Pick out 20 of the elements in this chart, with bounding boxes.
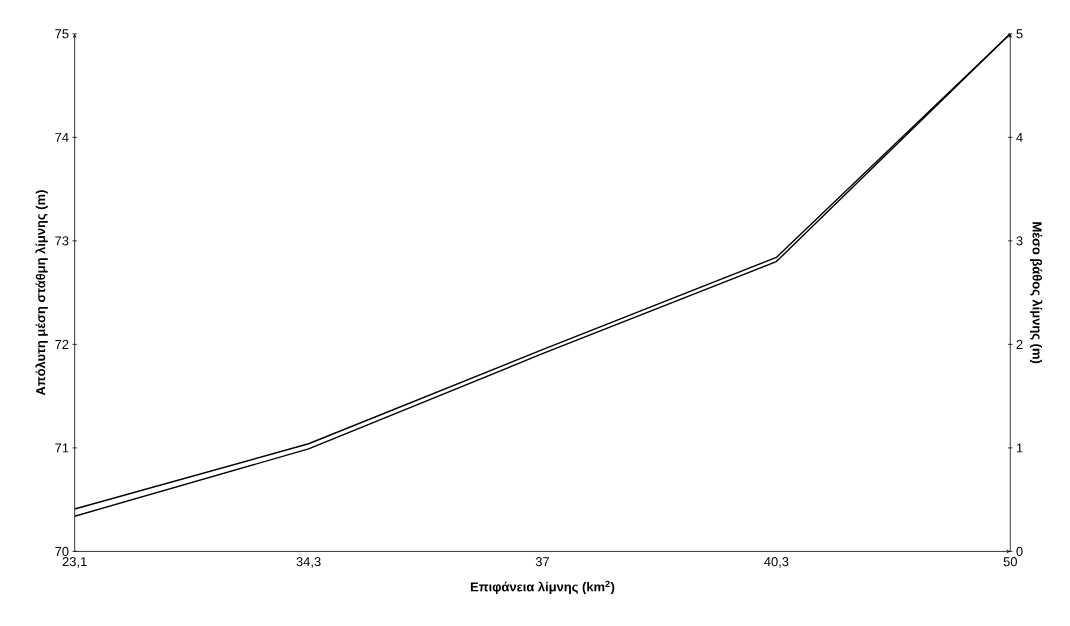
- y-tick-label: 73: [55, 236, 69, 246]
- y2-tick-label: 5: [1016, 29, 1023, 39]
- x-tick-label: 50: [1003, 557, 1017, 567]
- x-tick-label: 37: [535, 557, 550, 567]
- y-tick-label: 72: [55, 339, 69, 349]
- x-tick-label: 40,3: [764, 557, 789, 568]
- y2-tick-label: 1: [1016, 443, 1023, 453]
- x-axis-title: Επιφάνεια λίμνης (km$^{2}$): [470, 580, 615, 594]
- y-axis-title: Απόλυτη μέση στάθμη λίμνης (m): [35, 190, 48, 396]
- y-tick-label: 75: [55, 29, 69, 39]
- y2-tick-label: 3: [1016, 236, 1023, 246]
- y-tick-label: 74: [55, 132, 69, 142]
- y2-tick-label: 2: [1016, 339, 1023, 349]
- x-tick-label: 23,1: [62, 557, 87, 568]
- x-tick-label: 34,3: [296, 557, 321, 568]
- y2-axis-title: Μέσο βάθος λίμνης (m): [1029, 222, 1043, 364]
- y-tick-label: 70: [55, 546, 69, 556]
- y2-tick-label: 0: [1016, 546, 1023, 556]
- y-tick-label: 71: [55, 443, 69, 453]
- y2-tick-label: 4: [1016, 132, 1023, 142]
